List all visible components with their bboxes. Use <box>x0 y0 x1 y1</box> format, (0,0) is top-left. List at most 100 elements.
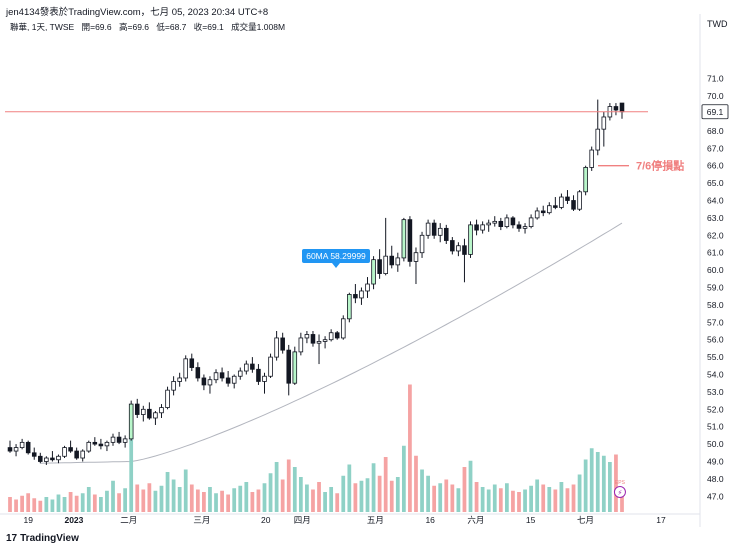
volume-bar <box>335 493 340 512</box>
symbol-label[interactable]: 聯華, 1天, TWSE <box>10 22 75 32</box>
candle-body <box>389 255 395 266</box>
candle-body <box>310 334 316 344</box>
x-tick-label: 二月 <box>120 515 137 525</box>
volume-bar <box>105 490 109 512</box>
candle-body <box>468 224 473 255</box>
volume-bar <box>135 484 140 512</box>
volume-bar <box>444 479 449 512</box>
eps-event-label: EPS <box>615 480 626 486</box>
volume-bar <box>62 497 67 512</box>
volume-bar <box>92 494 97 512</box>
tradingview-logo[interactable]: 17 TradingView <box>6 533 79 544</box>
candle-body <box>92 441 98 445</box>
candle-body <box>377 259 382 274</box>
candle-body <box>359 290 364 299</box>
x-tick-label: 17 <box>656 515 666 525</box>
time-axis[interactable]: 19 2023 二月 三月 20 四月 五月 16 六月 15 七月 17 <box>24 515 666 525</box>
candle-body <box>153 412 158 419</box>
candle-body <box>207 379 213 386</box>
candle-body <box>19 441 25 448</box>
candle-body <box>50 457 55 461</box>
volume-bar <box>511 490 515 512</box>
y-tick-label: 50.0 <box>707 439 724 449</box>
candle-body <box>353 294 358 299</box>
volume-bar <box>195 489 200 512</box>
volume-bar <box>547 487 552 512</box>
candle-body <box>492 220 498 224</box>
candle-body <box>528 217 534 227</box>
open-value: 開=69.6 <box>81 22 112 32</box>
candle-body <box>583 167 588 193</box>
ma-label-box <box>302 249 370 263</box>
candle-body <box>213 372 219 381</box>
volume-bar <box>147 483 152 512</box>
volume-bar <box>420 469 424 512</box>
candle-body <box>371 259 376 285</box>
y-tick-label: 52.0 <box>707 404 724 414</box>
volume-bar <box>165 472 170 512</box>
price-axis[interactable]: TWD 47.0 48.0 49.0 50.0 51.0 52.0 53.0 54.0 55.0 5… <box>707 19 728 501</box>
candle-body <box>365 283 370 292</box>
volume-bar <box>389 480 394 512</box>
y-tick-label: 58.0 <box>707 300 724 310</box>
y-tick-label: 70.0 <box>707 91 724 101</box>
candle-body <box>44 457 49 462</box>
volume-bar <box>298 477 303 512</box>
tradingview-logo-icon: 17 <box>6 533 18 544</box>
tradingview-brand-text: TradingView <box>20 533 79 544</box>
candle-body <box>328 332 334 341</box>
candle-body <box>571 200 576 210</box>
volume-bar <box>256 489 261 512</box>
volume-bar <box>401 445 406 512</box>
volume-bar <box>159 485 164 512</box>
candle-body <box>589 149 594 168</box>
volume-bar <box>220 490 224 512</box>
candle-body <box>407 219 413 262</box>
candle-body <box>322 339 328 342</box>
candle-body <box>122 438 128 443</box>
candle-body <box>141 408 146 415</box>
volume-bar <box>171 479 176 512</box>
x-tick-label: 七月 <box>577 515 594 525</box>
candle-body <box>38 455 43 462</box>
volume-bar <box>456 488 461 512</box>
y-tick-label: 71.0 <box>707 74 724 84</box>
volume-bar <box>111 480 115 512</box>
volume-bar <box>559 482 564 512</box>
volume-bar <box>20 495 24 512</box>
volume-bar <box>32 498 37 512</box>
volume-bar <box>292 467 297 512</box>
candle-body <box>177 377 182 382</box>
candle-body <box>225 377 231 384</box>
volume-bar <box>123 488 128 512</box>
last-price-label: 69.1 <box>707 107 724 117</box>
candle-body <box>395 257 401 266</box>
candle-body <box>244 363 249 372</box>
volume-bar <box>26 493 31 512</box>
volume-layer: ⚡ EPS <box>8 384 626 512</box>
volume-bar <box>462 467 467 512</box>
volume-bar <box>529 485 533 512</box>
y-tick-label: 55.0 <box>707 352 724 362</box>
volume-bar <box>347 464 352 512</box>
volume-bar <box>614 454 618 512</box>
candle-body <box>280 337 285 351</box>
eps-event-icon <box>613 486 626 498</box>
candle-body <box>480 224 485 231</box>
candle-body <box>474 224 479 231</box>
y-tick-label: 53.0 <box>707 387 724 397</box>
volume-bar <box>286 459 291 512</box>
volume-bar <box>408 384 412 512</box>
eps-event-glyph: ⚡ <box>617 489 622 497</box>
volume-bar <box>189 484 194 512</box>
candle-body <box>613 106 619 111</box>
volume-bar <box>553 489 558 512</box>
ma-line-layer <box>40 222 623 464</box>
volume-bar <box>486 489 491 512</box>
volume-bar <box>523 489 527 512</box>
candle-body <box>262 375 267 382</box>
candle-body <box>486 222 491 226</box>
y-tick-label: 47.0 <box>707 491 724 501</box>
candle-body <box>134 403 140 415</box>
